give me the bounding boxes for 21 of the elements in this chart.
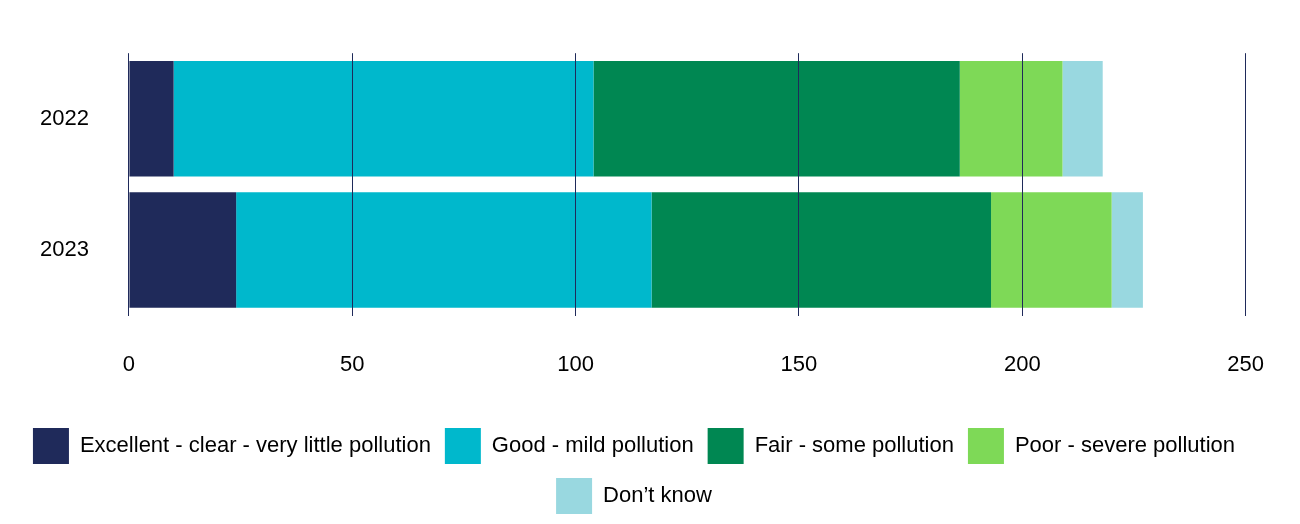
bar xyxy=(593,61,960,177)
bar xyxy=(959,61,1063,177)
x-tick-label: 0 xyxy=(122,350,136,376)
legend-label: Good - mild pollution xyxy=(491,432,694,458)
y-tick-label: 2023 xyxy=(39,236,89,262)
x-tick-label: 250 xyxy=(1227,350,1265,376)
bar xyxy=(173,61,594,177)
y-tick-label: 2022 xyxy=(39,104,89,130)
x-tick-label: 200 xyxy=(1003,350,1041,376)
legend-label: Fair - some pollution xyxy=(754,432,954,458)
bar xyxy=(236,192,652,308)
bar xyxy=(651,192,992,308)
bar xyxy=(1111,192,1143,308)
bar xyxy=(991,192,1112,308)
bar xyxy=(1062,61,1103,177)
legend-label: Excellent - clear - very little pollution xyxy=(79,432,431,458)
x-tick-label: 50 xyxy=(340,350,365,376)
legend-label: Don’t know xyxy=(603,482,713,508)
x-tick-label: 150 xyxy=(780,350,818,376)
legend-label: Poor - severe pollution xyxy=(1014,432,1236,458)
x-tick-label: 100 xyxy=(557,350,594,376)
